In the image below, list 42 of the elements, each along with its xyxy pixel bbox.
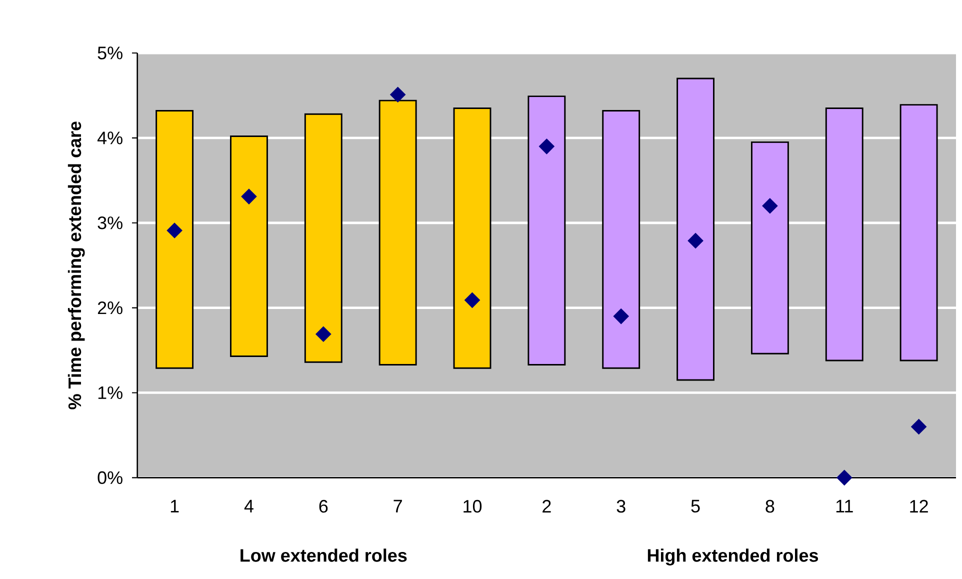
point	[390, 86, 406, 102]
point	[464, 292, 480, 308]
bar	[750, 141, 789, 354]
point	[166, 222, 182, 238]
point	[688, 232, 704, 249]
x-tick-label: 11	[836, 500, 853, 512]
bar	[378, 100, 417, 366]
point	[910, 418, 927, 435]
x-tick-label: 5	[691, 500, 700, 512]
x-tick-label: 7	[394, 500, 402, 512]
bar	[304, 113, 342, 363]
text: High extended roles	[648, 548, 818, 566]
x-tick-label: 3	[616, 500, 626, 513]
point	[613, 308, 629, 324]
text: Low extended roles	[240, 548, 407, 562]
y-tick-label: 3%	[98, 216, 122, 230]
x-tick-label: 8	[766, 500, 774, 513]
y-axis-title: % Time performing extended care	[68, 122, 85, 410]
y-tick-label: 1%	[98, 386, 122, 400]
point	[316, 326, 332, 342]
point	[836, 470, 852, 486]
x-tick-label: 6	[319, 500, 328, 513]
bar	[676, 78, 714, 381]
bar	[602, 110, 640, 369]
x-tick-label: 1	[170, 500, 179, 512]
bar	[900, 104, 938, 362]
point	[762, 198, 778, 214]
point	[241, 188, 257, 204]
bar	[156, 110, 194, 369]
y-tick-label: 4%	[97, 132, 122, 144]
bar	[230, 136, 268, 357]
bar	[453, 107, 492, 369]
bar	[825, 107, 864, 362]
y-tick-label: 2%	[98, 301, 122, 314]
y-tick-label: 5%	[98, 46, 122, 60]
x-tick-label: 12	[910, 500, 928, 512]
y-tick-label: 0%	[98, 471, 122, 484]
x-tick-label: 10	[464, 500, 482, 513]
x-tick-label: 4	[244, 500, 254, 512]
x-tick-label: 2	[542, 500, 551, 512]
point	[538, 138, 554, 154]
bar	[528, 96, 566, 366]
